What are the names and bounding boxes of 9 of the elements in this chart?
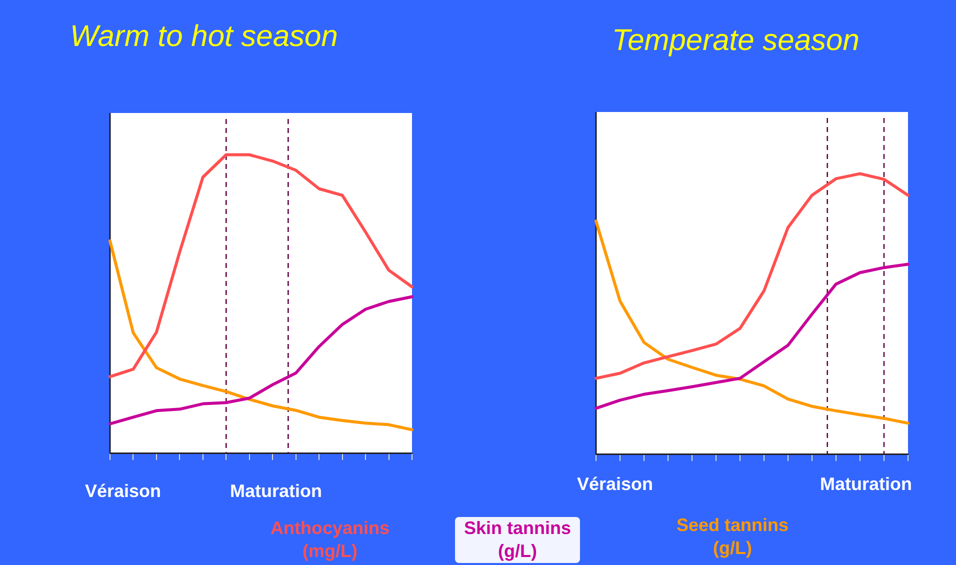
text: Anthocyanins (mg/L) (269, 517, 390, 563)
chart-title: Warm to hot season (70, 20, 338, 54)
text: Véraison (577, 474, 654, 495)
text: Maturation (820, 474, 912, 495)
text: Seed tannins (g/L) (675, 514, 790, 560)
text: Maturation (230, 481, 322, 502)
chart-title: Temperate season (612, 24, 860, 58)
text: Skin tannins (g/L) (455, 517, 580, 563)
text: Véraison (85, 481, 162, 502)
